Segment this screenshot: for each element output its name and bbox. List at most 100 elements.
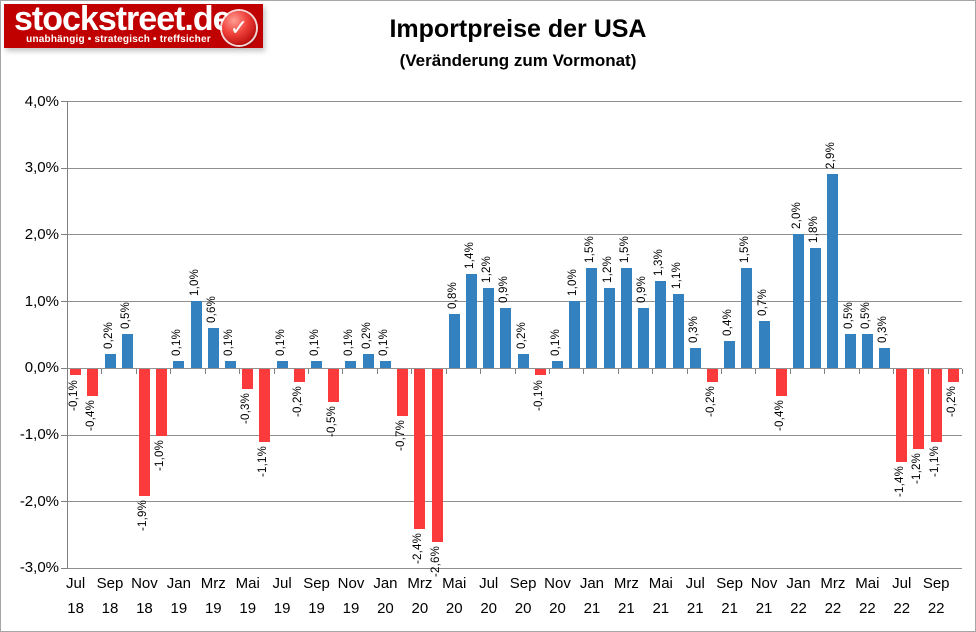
bar bbox=[724, 341, 736, 368]
y-axis-tick bbox=[61, 101, 67, 102]
x-axis-tick bbox=[824, 368, 826, 374]
x-axis-tick bbox=[342, 368, 344, 374]
bar bbox=[121, 334, 133, 368]
gridline bbox=[67, 167, 962, 169]
bar-value-label: 0,5% bbox=[119, 302, 132, 330]
bar-value-label: -0,2% bbox=[291, 386, 304, 418]
bar-value-label: 1,0% bbox=[188, 269, 201, 297]
bar-value-label: -2,4% bbox=[412, 532, 425, 564]
bar bbox=[672, 294, 684, 368]
bar-value-label: -1,1% bbox=[257, 446, 270, 478]
x-axis-tick bbox=[273, 368, 275, 374]
logo-brand-text: stockstreet.de bbox=[14, 0, 232, 38]
bar bbox=[104, 354, 116, 368]
chart-title: Importpreise der USA bbox=[389, 15, 647, 43]
bar bbox=[483, 287, 495, 368]
x-axis-tick bbox=[67, 368, 68, 374]
x-axis-tick bbox=[445, 368, 447, 374]
x-axis-label: Nov 19 bbox=[337, 575, 365, 617]
gridline bbox=[67, 301, 962, 303]
bar bbox=[293, 368, 305, 383]
bar-value-label: -0,5% bbox=[326, 406, 339, 438]
bar-value-label: 0,3% bbox=[687, 315, 700, 343]
bar bbox=[345, 361, 357, 368]
bar bbox=[70, 368, 82, 376]
bar-value-label: 0,2% bbox=[360, 322, 373, 350]
bar-value-label: 0,1% bbox=[223, 329, 235, 357]
x-axis-tick bbox=[686, 368, 688, 374]
x-axis-label: Sep 22 bbox=[922, 575, 950, 617]
gridline bbox=[67, 234, 962, 236]
bar-value-label: 1,4% bbox=[463, 242, 476, 270]
bar bbox=[638, 307, 650, 368]
bar-value-label: 0,9% bbox=[636, 275, 649, 303]
y-axis-tick bbox=[61, 567, 67, 569]
y-axis-label: 1,0% bbox=[24, 292, 59, 310]
x-axis-label: Nov 21 bbox=[750, 575, 778, 617]
bar-value-label: 0,5% bbox=[859, 302, 872, 330]
x-axis-label: Mrz 21 bbox=[613, 575, 639, 617]
bar bbox=[844, 334, 856, 368]
x-axis-tick bbox=[170, 368, 172, 374]
x-axis-tick bbox=[617, 368, 619, 374]
bar bbox=[706, 368, 718, 383]
y-axis-label: -1,0% bbox=[19, 426, 59, 444]
y-axis-tick bbox=[61, 367, 67, 369]
gridline bbox=[67, 434, 962, 436]
bar bbox=[311, 361, 323, 368]
gridline bbox=[67, 501, 962, 503]
y-axis-tick bbox=[61, 167, 67, 169]
bar bbox=[448, 314, 460, 368]
bar-value-label: 2,9% bbox=[825, 142, 838, 170]
bar bbox=[586, 267, 598, 368]
x-axis-label: Sep 20 bbox=[509, 575, 537, 617]
x-axis-label: Sep 19 bbox=[303, 575, 330, 617]
bar bbox=[259, 368, 271, 443]
bar-value-label: 0,1% bbox=[550, 329, 563, 357]
x-axis-label: Mrz 19 bbox=[200, 575, 226, 617]
bar bbox=[242, 368, 254, 389]
x-axis-tick bbox=[789, 368, 791, 374]
bar bbox=[328, 368, 340, 403]
x-axis-tick bbox=[548, 368, 550, 374]
bar bbox=[603, 287, 615, 368]
x-axis-label: Mrz 20 bbox=[407, 575, 433, 617]
bar-value-label: 0,1% bbox=[377, 329, 390, 357]
bar bbox=[913, 368, 925, 449]
x-axis-tick bbox=[893, 368, 895, 374]
check-icon: ✓ bbox=[222, 11, 256, 45]
bar-value-label: 0,1% bbox=[171, 329, 184, 357]
x-axis-tick bbox=[514, 368, 516, 374]
bar bbox=[190, 301, 202, 368]
y-axis-label: 0,0% bbox=[24, 359, 59, 377]
bar bbox=[655, 281, 667, 368]
bar-value-label: -0,7% bbox=[395, 419, 408, 451]
gridline bbox=[67, 367, 962, 369]
y-axis-label: 4,0% bbox=[24, 92, 59, 110]
bar-value-label: 1,8% bbox=[808, 215, 821, 243]
x-axis-label: Jan 19 bbox=[166, 575, 191, 617]
bar bbox=[87, 368, 99, 396]
bar-value-label: -0,2% bbox=[945, 386, 958, 418]
bar bbox=[775, 368, 787, 396]
x-axis-label: Jul 18 bbox=[66, 575, 86, 617]
bar-value-label: -1,0% bbox=[154, 439, 167, 471]
bar bbox=[758, 321, 770, 368]
bar-value-label: 0,1% bbox=[309, 329, 322, 357]
bar-value-label: -1,9% bbox=[136, 499, 149, 531]
x-axis-tick bbox=[376, 368, 378, 374]
bar bbox=[879, 347, 891, 368]
bar bbox=[517, 354, 529, 368]
x-axis-label: Jul 19 bbox=[272, 575, 292, 617]
bar-value-label: 1,5% bbox=[618, 235, 631, 263]
bar-value-label: -1,2% bbox=[911, 452, 924, 484]
x-axis-tick bbox=[858, 368, 860, 374]
bar bbox=[225, 361, 236, 368]
bar bbox=[379, 361, 391, 368]
gridline bbox=[67, 567, 962, 569]
bar bbox=[569, 301, 581, 368]
bar-value-label: 0,9% bbox=[498, 275, 511, 303]
bar-value-label: -1,4% bbox=[894, 466, 907, 498]
x-axis-tick bbox=[411, 368, 413, 374]
